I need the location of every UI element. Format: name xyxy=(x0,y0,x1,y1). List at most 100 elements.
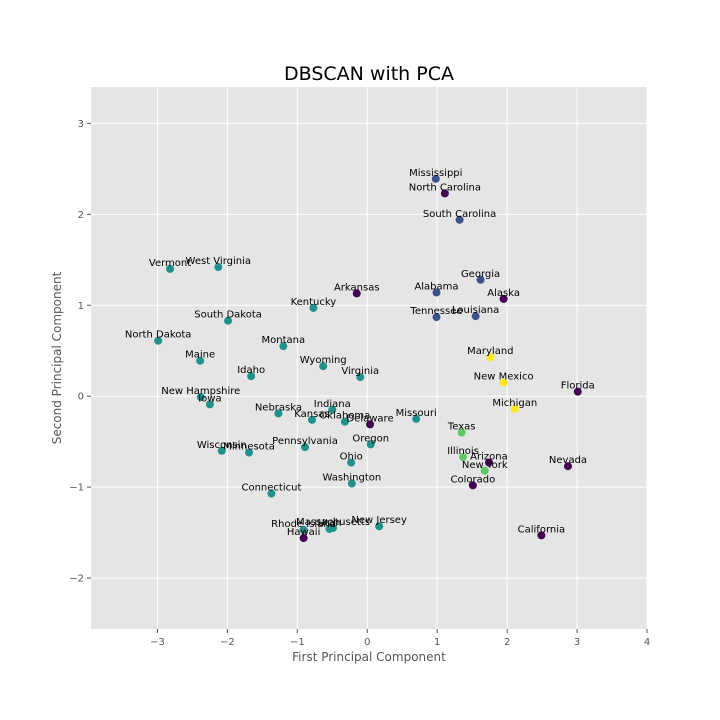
point-label: Nebraska xyxy=(255,402,302,413)
y-tick-label: 0 xyxy=(78,392,84,403)
data-point xyxy=(279,342,288,351)
data-point xyxy=(214,263,223,272)
data-point xyxy=(347,458,356,467)
data-point xyxy=(412,414,421,423)
point-label: Maine xyxy=(185,350,215,361)
data-point xyxy=(224,316,233,325)
point-label: Colorado xyxy=(451,474,496,485)
point-label: Arkansas xyxy=(334,282,380,293)
point-label: Florida xyxy=(561,381,595,392)
chart-title: DBSCAN with PCA xyxy=(284,63,454,85)
x-axis-label: First Principal Component xyxy=(292,650,446,664)
y-axis-label: Second Principal Component xyxy=(50,271,64,444)
point-label: Louisiana xyxy=(452,305,499,316)
data-point xyxy=(471,312,480,321)
point-label: Wyoming xyxy=(300,355,347,366)
point-label: Georgia xyxy=(461,269,500,280)
y-tick-label: −2 xyxy=(69,574,84,585)
point-label: Arizona xyxy=(470,452,508,463)
data-point xyxy=(299,525,308,534)
point-label: South Carolina xyxy=(423,209,496,220)
point-label: Texas xyxy=(447,422,476,433)
data-point xyxy=(510,404,519,413)
data-point xyxy=(247,372,256,381)
point-label: Iowa xyxy=(198,393,221,404)
data-point xyxy=(267,489,276,498)
point-label: Missouri xyxy=(396,408,437,419)
data-point xyxy=(299,534,308,543)
point-label: New Hampshire xyxy=(161,386,240,397)
point-label: California xyxy=(518,524,566,535)
data-point xyxy=(499,378,508,387)
point-label: Rhode Island xyxy=(271,519,336,530)
data-point xyxy=(459,453,468,462)
data-point xyxy=(356,373,365,382)
data-point xyxy=(476,275,485,284)
x-tick-label: 1 xyxy=(434,637,440,648)
data-point xyxy=(154,336,163,345)
point-label: Ohio xyxy=(340,452,363,463)
point-label: Kentucky xyxy=(291,297,337,308)
x-tick-label: −1 xyxy=(290,637,305,648)
data-point xyxy=(308,415,317,424)
data-point xyxy=(440,189,449,198)
data-point xyxy=(217,446,226,455)
point-label: Maryland xyxy=(467,346,513,357)
data-point xyxy=(166,264,175,273)
point-label: Oregon xyxy=(352,433,389,444)
data-point xyxy=(457,428,466,437)
grid-lines xyxy=(91,87,648,629)
data-point xyxy=(309,303,318,312)
data-point xyxy=(245,448,254,457)
point-label: Connecticut xyxy=(241,483,301,494)
data-point xyxy=(432,313,441,322)
point-label: New Jersey xyxy=(351,515,407,526)
plot-area xyxy=(91,87,647,629)
point-label: Alabama xyxy=(414,282,458,293)
data-point xyxy=(325,524,334,533)
data-point xyxy=(486,353,495,362)
point-label: North Carolina xyxy=(409,182,481,193)
point-label: South Dakota xyxy=(194,310,262,321)
point-label: Virginia xyxy=(341,366,379,377)
point-label: Hawaii xyxy=(287,527,321,538)
point-label: Pennsylvania xyxy=(272,436,338,447)
data-point xyxy=(573,387,582,396)
data-point xyxy=(319,362,328,371)
data-point xyxy=(301,443,310,452)
data-point xyxy=(468,481,477,490)
point-labels: Mississippi North Carolina South Carolina V… xyxy=(125,168,595,538)
y-axis-ticks: −2 −1 0 1 2 3 xyxy=(69,119,91,585)
data-point xyxy=(340,417,349,426)
point-label: Oklahoma xyxy=(319,411,370,422)
data-point xyxy=(431,174,440,183)
x-axis-ticks: −3 −2 −1 0 1 2 3 4 xyxy=(150,629,650,648)
point-label: Vermont xyxy=(149,258,191,269)
point-label: Alaska xyxy=(487,288,520,299)
x-tick-label: 4 xyxy=(644,637,650,648)
y-tick-label: 3 xyxy=(78,119,84,130)
x-tick-label: −3 xyxy=(150,637,165,648)
point-label: West Virginia xyxy=(186,256,251,267)
data-point xyxy=(432,288,441,297)
data-point xyxy=(499,294,508,303)
point-label: Idaho xyxy=(237,365,265,376)
point-label: Montana xyxy=(262,335,306,346)
data-point xyxy=(366,420,375,429)
data-point xyxy=(328,405,337,414)
point-label: Minnesota xyxy=(223,442,275,453)
data-point xyxy=(375,522,384,531)
data-point xyxy=(196,356,205,365)
data-point xyxy=(455,215,464,224)
point-label: Michigan xyxy=(492,398,537,409)
data-point xyxy=(347,479,356,488)
y-tick-label: 2 xyxy=(78,210,84,221)
x-tick-label: 3 xyxy=(574,637,580,648)
x-tick-label: 2 xyxy=(504,637,510,648)
data-point xyxy=(366,440,375,449)
data-point xyxy=(480,466,489,475)
point-label: Delaware xyxy=(346,413,393,424)
point-label: Wisconsin xyxy=(197,440,247,451)
x-tick-label: −2 xyxy=(220,637,235,648)
